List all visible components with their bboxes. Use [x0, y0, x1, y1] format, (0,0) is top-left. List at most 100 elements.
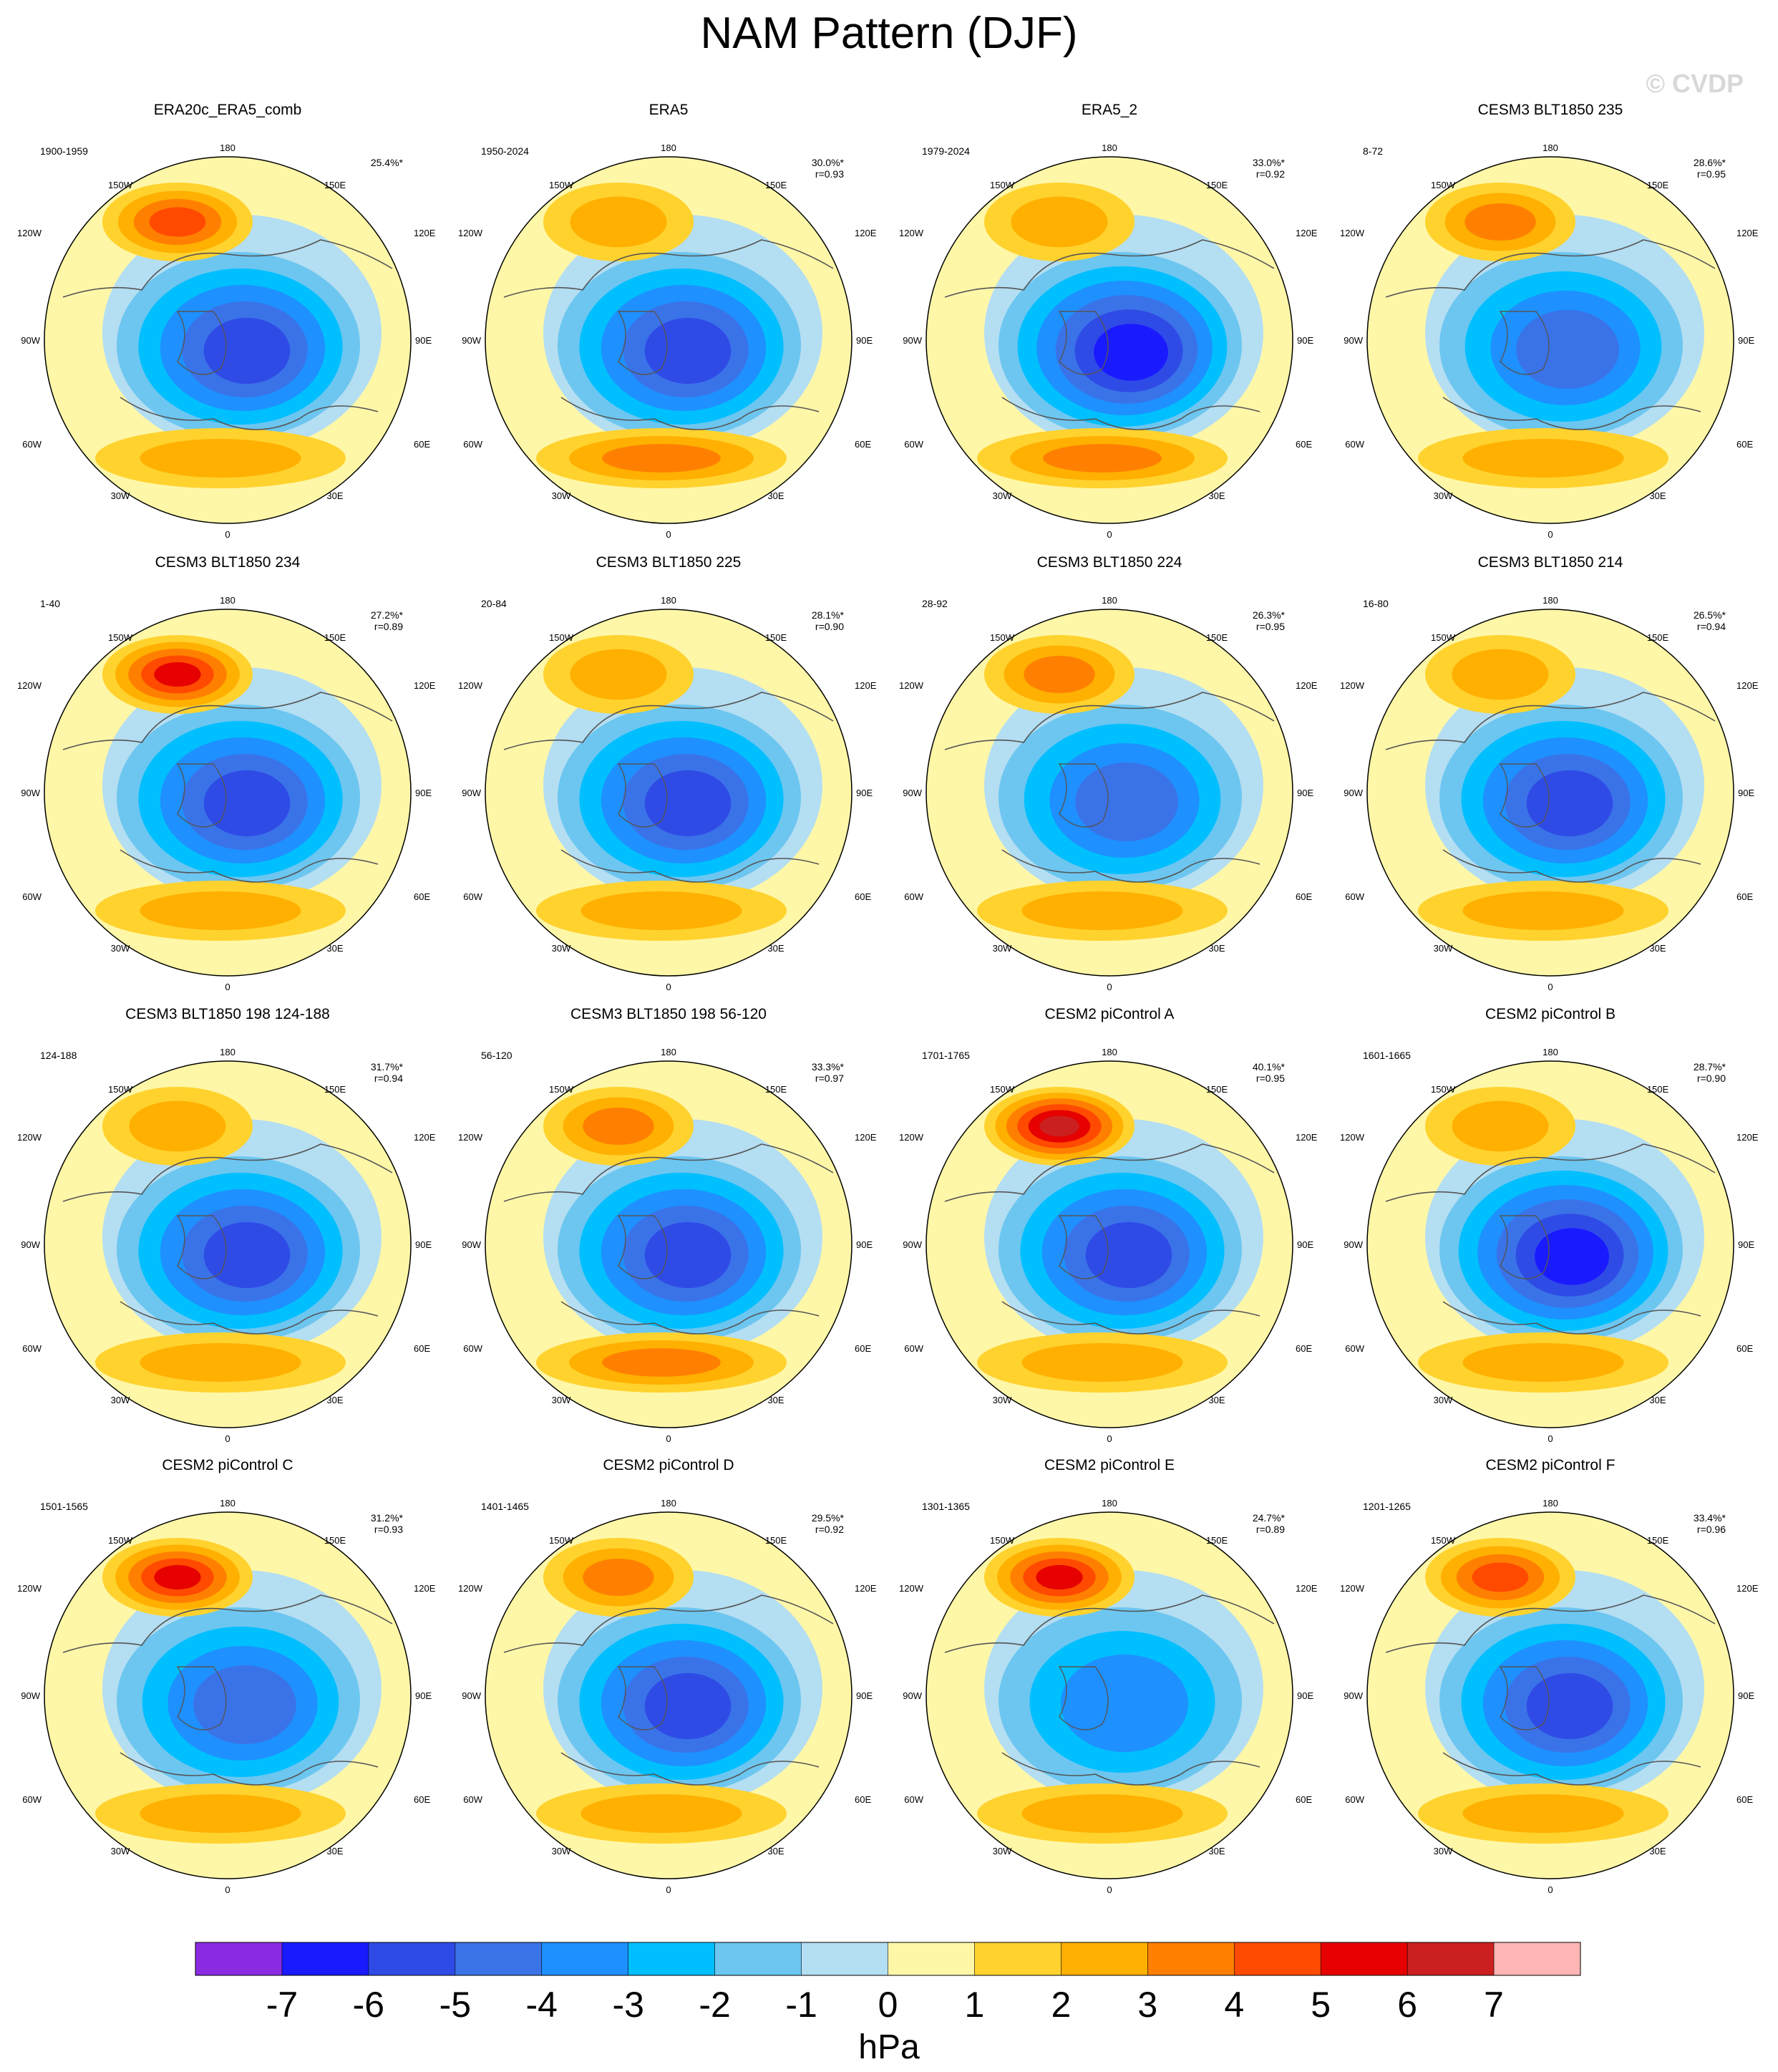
longitude-label: 120W — [1340, 680, 1365, 691]
longitude-label: 30E — [1649, 943, 1666, 954]
panel-period: 1501-1565 — [40, 1501, 88, 1512]
arctic-low-contour — [193, 1665, 296, 1744]
longitude-label: 0 — [1107, 982, 1112, 992]
longitude-label: 150W — [108, 1535, 133, 1546]
arctic-low-contour — [1075, 763, 1178, 841]
longitude-label: 60W — [1345, 1343, 1364, 1354]
longitude-label: 90W — [1344, 335, 1363, 346]
panel-correlation: r=0.94 — [1697, 621, 1726, 632]
longitude-label: 90W — [21, 1239, 40, 1250]
longitude-label: 30E — [1649, 1395, 1666, 1405]
map-panel: CESM3 BLT1850 198 56-120 56-120 33.3%*r=0.… — [458, 1006, 877, 1444]
longitude-label: 60W — [463, 891, 482, 902]
map-panel: CESM3 BLT1850 214 16-80 26.5%*r=0.94 180 0 15… — [1340, 554, 1759, 992]
longitude-label: 60E — [855, 439, 871, 450]
panel-title: CESM2 piControl C — [162, 1457, 293, 1473]
longitude-label: 60E — [1296, 439, 1312, 450]
longitude-label: 0 — [666, 529, 671, 540]
map-boundary — [485, 156, 852, 524]
longitude-label: 120W — [17, 680, 42, 691]
longitude-label: 150E — [1647, 1084, 1669, 1095]
longitude-label: 180 — [1543, 595, 1558, 606]
panel-period: 1900-1959 — [40, 145, 88, 157]
map-field — [1367, 157, 1734, 523]
map-field — [485, 157, 852, 523]
longitude-label: 150W — [108, 632, 133, 643]
panel-variance-pct: 40.1%* — [1253, 1061, 1286, 1073]
arctic-low-contour — [203, 770, 291, 837]
coastline — [1442, 1301, 1701, 1335]
coastline — [1001, 849, 1260, 883]
longitude-label: 180 — [1102, 1498, 1117, 1509]
longitude-label: 30E — [326, 1395, 343, 1405]
longitude-label: 120E — [1736, 1132, 1759, 1143]
longitude-label: 120W — [17, 1583, 42, 1594]
coastline-greenland — [1499, 1215, 1550, 1279]
longitude-label: 120W — [1340, 1583, 1365, 1594]
longitude-label: 150E — [1206, 180, 1228, 190]
map-boundary — [44, 1060, 412, 1428]
pacific-high-contour — [149, 207, 206, 237]
longitude-label: 120W — [899, 228, 924, 238]
map-panel: CESM2 piControl A 1701-1765 40.1%*r=0.95 18… — [899, 1006, 1318, 1444]
coastline — [120, 1301, 379, 1335]
panel-period: 1-40 — [40, 598, 60, 609]
longitude-label: 180 — [1543, 1498, 1558, 1509]
panel-correlation: r=0.97 — [815, 1073, 844, 1084]
longitude-label: 180 — [220, 595, 235, 606]
longitude-label: 30W — [552, 490, 571, 501]
coastline-greenland — [1499, 763, 1550, 828]
atlantic-high-contour — [1043, 444, 1162, 473]
panel-title: CESM3 BLT1850 198 124-188 — [125, 1006, 330, 1022]
longitude-label: 150W — [990, 632, 1015, 643]
panel-title: ERA5_2 — [1082, 102, 1137, 118]
longitude-label: 180 — [1102, 142, 1117, 153]
panel-variance-pct: 28.7%* — [1694, 1061, 1726, 1073]
longitude-label: 180 — [661, 595, 676, 606]
arctic-low-contour — [1060, 1654, 1189, 1753]
longitude-label: 120W — [899, 1132, 924, 1143]
coastline-greenland — [617, 763, 668, 828]
longitude-label: 90W — [21, 788, 40, 798]
longitude-label: 90W — [462, 335, 481, 346]
longitude-label: 90W — [903, 788, 922, 798]
atlantic-high-contour — [1462, 1794, 1624, 1833]
longitude-label: 90E — [415, 1690, 432, 1701]
coastline — [120, 1752, 379, 1786]
longitude-label: 60W — [904, 1343, 923, 1354]
longitude-label: 120E — [1296, 680, 1318, 691]
pacific-high-contour — [1452, 649, 1549, 700]
longitude-label: 30W — [1434, 943, 1453, 954]
longitude-label: 120E — [1296, 1583, 1318, 1594]
longitude-label: 60E — [414, 1343, 430, 1354]
map-field — [926, 609, 1293, 976]
longitude-label: 180 — [1543, 1047, 1558, 1057]
longitude-label: 120E — [414, 1583, 436, 1594]
longitude-label: 0 — [225, 1884, 230, 1895]
pacific-high-contour — [583, 1107, 654, 1146]
panel-variance-pct: 26.5%* — [1694, 609, 1726, 621]
atlantic-high-contour — [1021, 891, 1183, 930]
longitude-label: 150E — [324, 180, 346, 190]
coastline — [1385, 1594, 1716, 1653]
atlantic-high-contour — [1462, 439, 1624, 478]
panel-variance-pct: 28.6%* — [1694, 157, 1726, 168]
longitude-label: 0 — [666, 1884, 671, 1895]
longitude-label: 90W — [21, 1690, 40, 1701]
map-panel: CESM2 piControl B 1601-1665 28.7%*r=0.90 18… — [1340, 1006, 1759, 1444]
longitude-label: 60E — [1736, 439, 1753, 450]
coastline-greenland — [1499, 1666, 1550, 1730]
coastline — [62, 239, 393, 298]
longitude-label: 120W — [458, 680, 483, 691]
coastline — [62, 692, 393, 750]
longitude-label: 90W — [21, 335, 40, 346]
arctic-low-contour — [203, 317, 291, 384]
map-boundary — [926, 609, 1293, 977]
longitude-label: 60E — [1736, 1343, 1753, 1354]
longitude-label: 30W — [1434, 1846, 1453, 1856]
longitude-label: 60E — [414, 1794, 430, 1805]
coastline — [1001, 1301, 1260, 1335]
longitude-label: 0 — [225, 529, 230, 540]
longitude-label: 30W — [993, 943, 1012, 954]
coastline — [944, 1143, 1275, 1202]
